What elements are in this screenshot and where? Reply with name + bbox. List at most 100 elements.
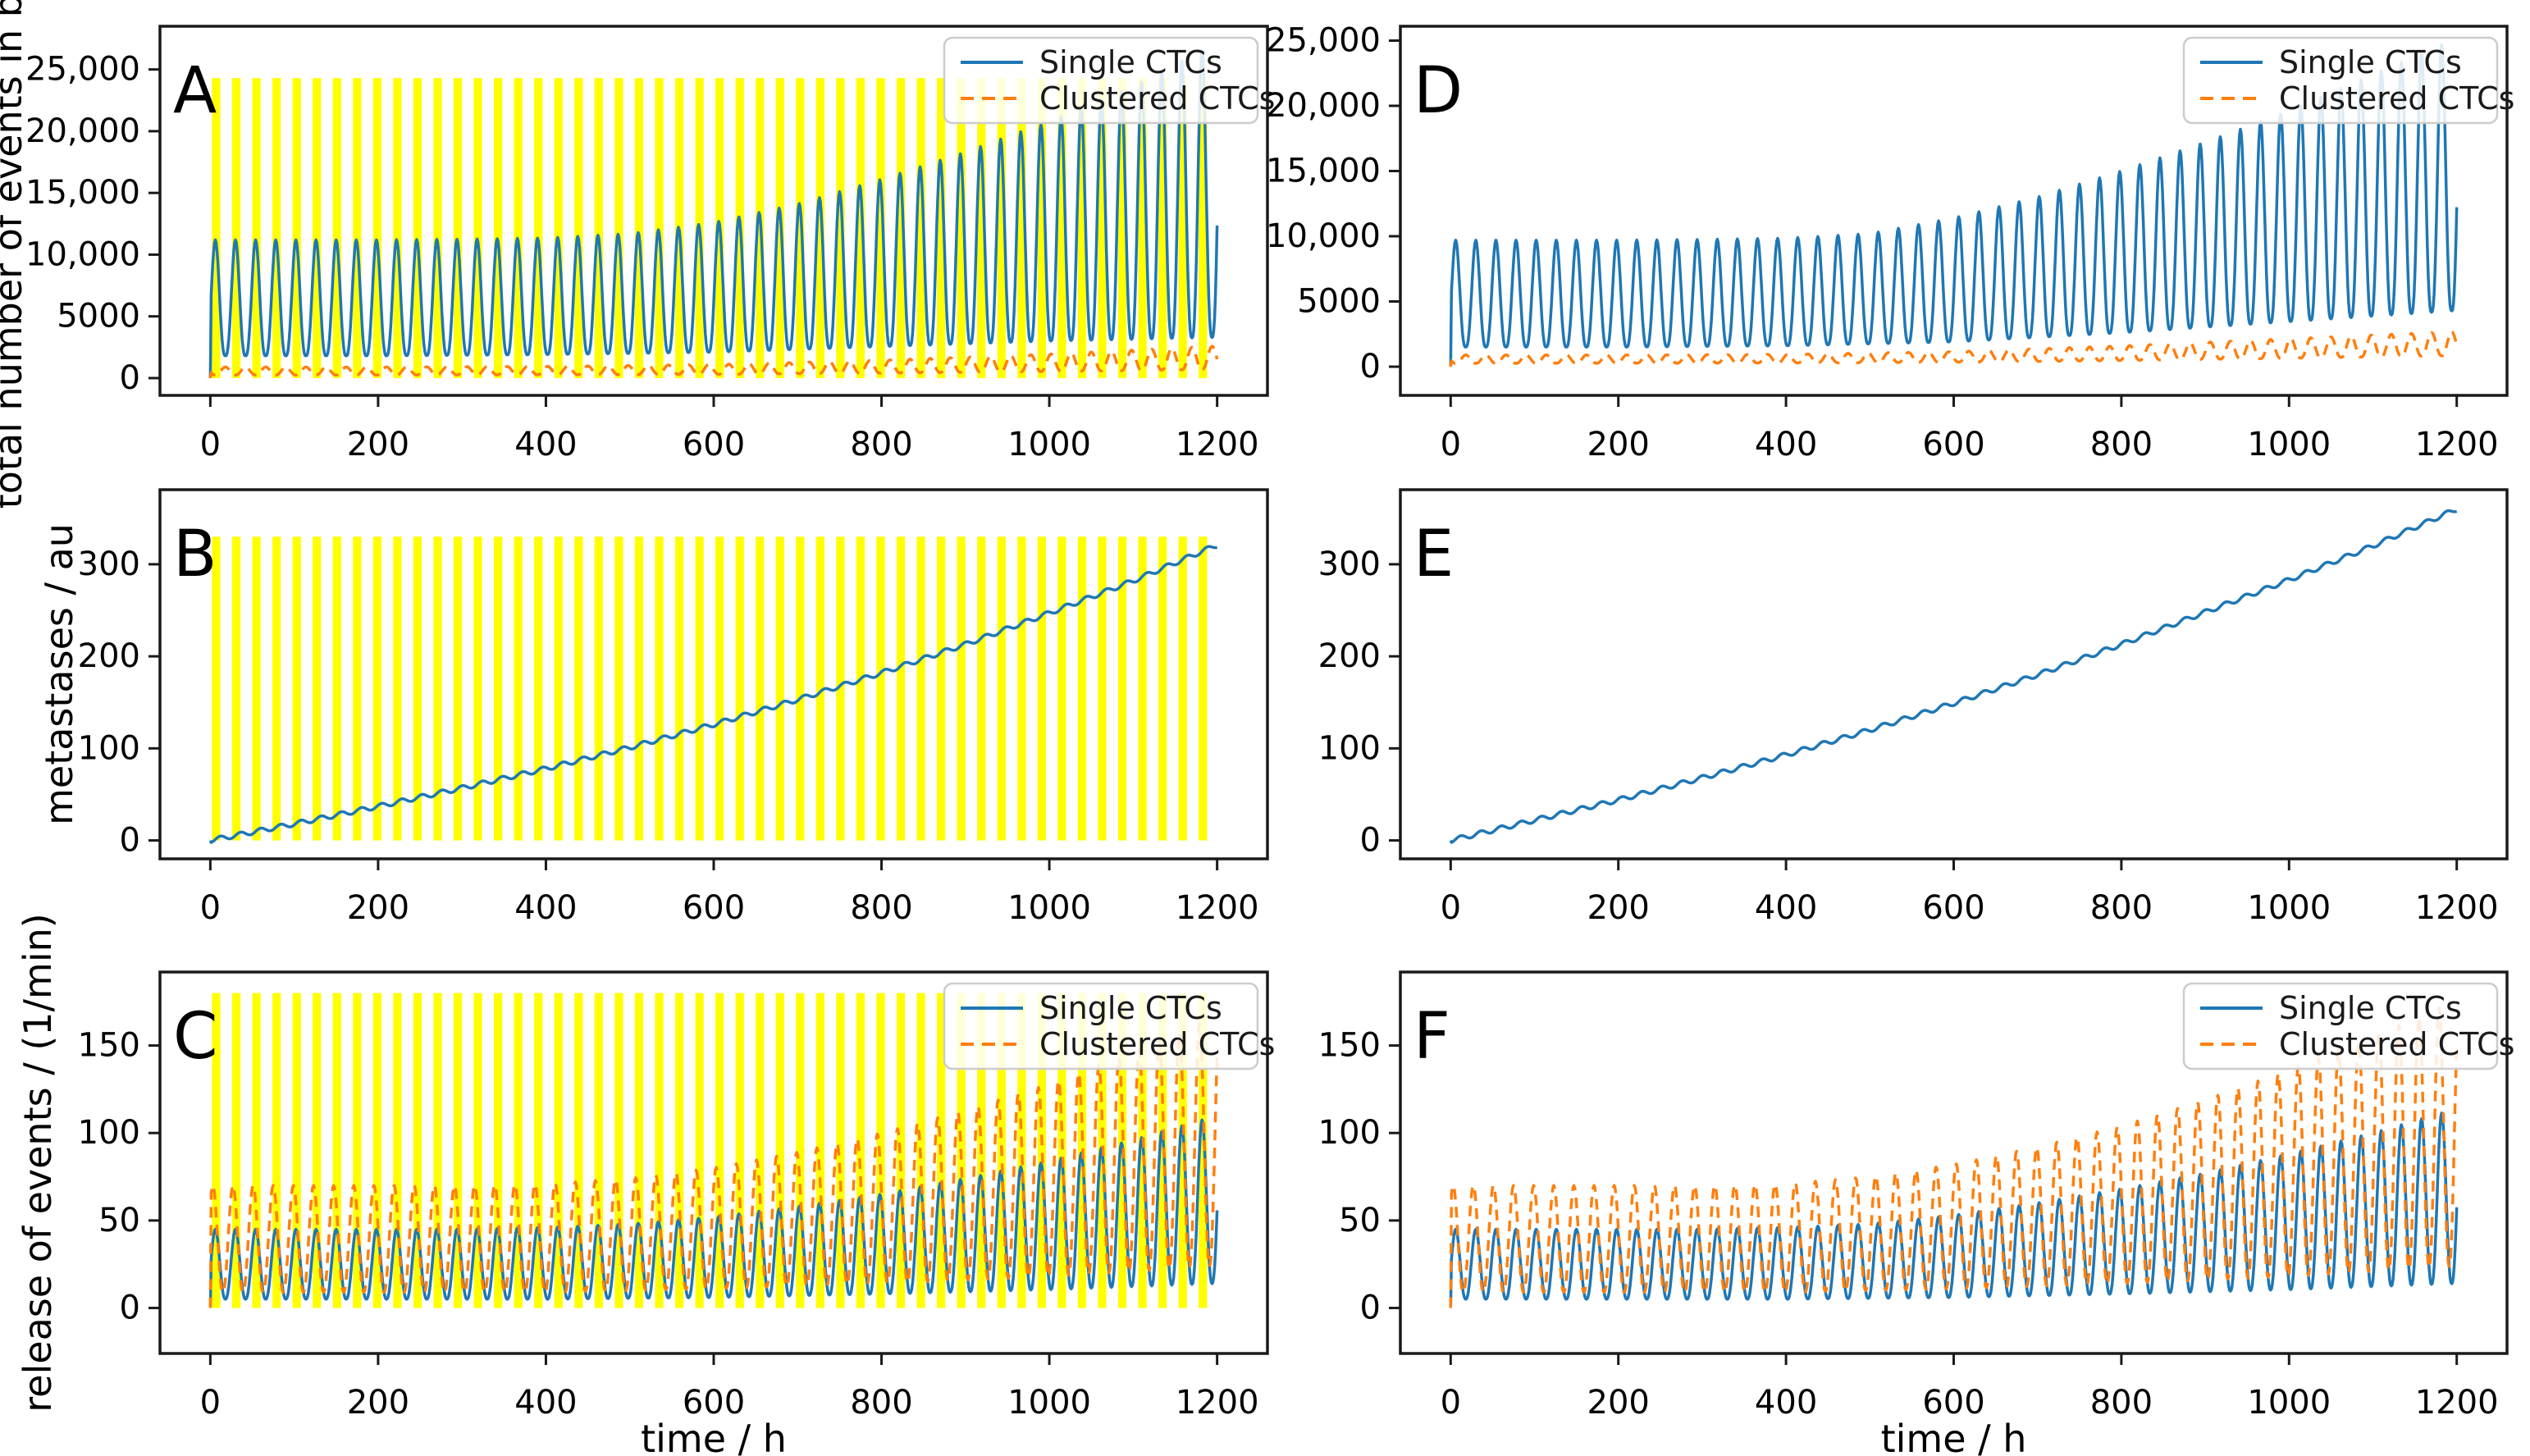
series-metastases — [208, 545, 1218, 844]
light-phase-stripe — [1098, 536, 1107, 841]
light-phase-stripe — [252, 993, 261, 1308]
light-phase-stripe — [836, 536, 845, 841]
light-phase-stripe — [494, 536, 503, 841]
y-tick-label: 20,000 — [1266, 87, 1381, 125]
legend-label: Clustered CTCs — [2279, 80, 2514, 116]
panel-E-group: 0 100 200 300 0 200 400 600 800 1000 1200 E — [1318, 488, 2509, 927]
light-phase-stripe — [756, 993, 765, 1308]
light-phase-stripe — [634, 993, 644, 1308]
light-phase-stripe — [796, 536, 805, 841]
light-phase-stripe — [614, 536, 623, 841]
light-phase-stripe — [916, 78, 925, 378]
light-phase-stripe — [313, 78, 322, 378]
light-phase-stripe — [896, 78, 906, 378]
light-phase-stripe — [231, 993, 241, 1308]
x-tick-label: 0 — [200, 1384, 221, 1422]
light-phase-stripe — [433, 993, 442, 1308]
legend-label: Clustered CTCs — [2279, 1026, 2514, 1062]
panel-letter-B: B — [173, 518, 217, 591]
x-tick-label: 1000 — [1007, 889, 1091, 927]
x-tick-label: 800 — [2090, 1384, 2153, 1422]
light-phase-stripe — [292, 78, 301, 378]
light-phase-stripes — [212, 536, 1208, 841]
y-tick-label: 10,000 — [1266, 217, 1381, 255]
x-tick-label: 1000 — [1007, 426, 1091, 463]
x-tick-label: 1000 — [2247, 1384, 2331, 1422]
light-phase-stripe — [473, 78, 482, 378]
light-phase-stripe — [433, 536, 442, 841]
x-tick-label: 600 — [1922, 889, 1984, 927]
light-phase-stripe — [413, 536, 422, 841]
light-phase-stripe — [514, 993, 523, 1308]
light-phase-stripe — [433, 78, 442, 378]
light-phase-stripe — [393, 536, 402, 841]
light-phase-stripe — [735, 993, 744, 1308]
light-phase-stripe — [372, 993, 381, 1308]
light-phase-stripe — [1199, 536, 1208, 841]
y-tick-label: 100 — [1318, 729, 1381, 767]
legend-label: Single CTCs — [1039, 44, 1222, 80]
x-tick-label: 1200 — [2415, 889, 2499, 927]
light-phase-stripe — [252, 78, 261, 378]
legend-box — [2182, 36, 2499, 125]
series-single-ctcs — [208, 48, 1219, 378]
light-phase-stripe — [453, 78, 463, 378]
light-phase-stripe — [715, 536, 724, 841]
light-phase-stripe — [937, 78, 946, 378]
light-phase-stripe — [453, 536, 463, 841]
light-phase-stripe — [272, 78, 281, 378]
series-clustered-ctcs — [1449, 1006, 2459, 1308]
light-phase-stripe — [695, 993, 704, 1308]
series-single-ctcs — [1449, 1111, 2459, 1308]
y-axis-label: metastases / au — [37, 523, 81, 825]
light-phase-stripe — [473, 993, 482, 1308]
light-phase-stripe — [977, 536, 986, 841]
series-clustered-ctcs — [208, 1021, 1219, 1308]
x-tick-label: 0 — [200, 889, 221, 927]
legend-box — [943, 36, 1259, 125]
x-tick-label: 1200 — [1176, 889, 1259, 927]
light-phase-stripe — [272, 536, 281, 841]
light-phase-stripe — [957, 78, 966, 378]
legend-box — [943, 982, 1259, 1070]
y-axis-label: release of events / (1/min) — [16, 913, 60, 1412]
light-phase-stripe — [655, 536, 664, 841]
light-phase-stripe — [937, 536, 946, 841]
y-tick-label: 200 — [1318, 637, 1381, 675]
light-phase-stripe — [252, 536, 261, 841]
x-tick-label: 400 — [1755, 426, 1817, 463]
light-phase-stripe — [1138, 78, 1147, 378]
panel-letter-E: E — [1413, 518, 1454, 591]
light-phase-stripe — [856, 993, 865, 1308]
x-tick-label: 0 — [200, 426, 221, 463]
panel-letter-D: D — [1413, 54, 1463, 128]
x-tick-label: 200 — [1587, 1384, 1650, 1422]
light-phase-stripe — [674, 993, 684, 1308]
light-phase-stripe — [332, 536, 341, 841]
panel-letter-C: C — [173, 1000, 217, 1074]
light-phase-stripe — [1037, 993, 1046, 1308]
y-tick-label: 0 — [120, 822, 140, 860]
x-axis-label: time / h — [1881, 1417, 2027, 1456]
series-clustered-ctcs — [208, 345, 1219, 379]
light-phase-stripe — [957, 536, 966, 841]
legend-label: Clustered CTCs — [1039, 80, 1275, 116]
light-phase-stripe — [594, 78, 603, 378]
light-phase-stripe — [997, 536, 1006, 841]
light-phase-stripe — [1199, 78, 1208, 378]
light-phase-stripe — [655, 78, 664, 378]
light-phase-stripe — [775, 993, 784, 1308]
light-phase-stripe — [1158, 536, 1167, 841]
light-phase-stripe — [1077, 536, 1087, 841]
x-tick-label: 1200 — [2415, 426, 2499, 463]
x-tick-label: 600 — [1922, 1384, 1984, 1422]
x-tick-label: 1000 — [2247, 426, 2331, 463]
y-tick-label: 100 — [78, 729, 140, 767]
y-tick-label: 10,000 — [25, 235, 140, 273]
series-clustered-ctcs — [1449, 330, 2459, 367]
light-phase-stripe — [534, 78, 543, 378]
